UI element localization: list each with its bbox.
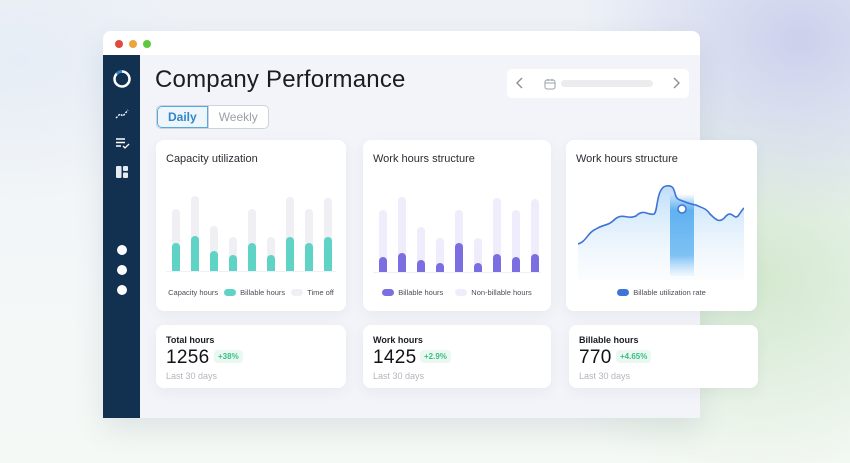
card-title: Capacity utilization <box>166 153 258 165</box>
stat-card-work-hours: Work hours 1425 +2.9% Last 30 days <box>363 325 551 388</box>
legend-billable-hours: Billable hours <box>224 288 285 297</box>
non-billable-bar <box>398 197 406 272</box>
legend-time-off: Time off <box>291 288 334 297</box>
stat-card-total-hours: Total hours 1256 +38% Last 30 days <box>156 325 346 388</box>
non-billable-bar <box>436 238 444 272</box>
lavender-swatch <box>455 289 468 296</box>
close-window-button[interactable] <box>115 40 123 48</box>
chart-legend: Capacity hours Billable hours Time off <box>156 288 346 297</box>
purple-swatch <box>382 289 395 296</box>
nav-dot-1[interactable] <box>117 245 127 255</box>
billable-bar <box>417 260 425 272</box>
stat-value: 1425 <box>373 347 417 368</box>
billable-bar <box>455 243 463 272</box>
stat-label: Total hours <box>166 335 215 345</box>
nav-dot-3[interactable] <box>117 285 127 295</box>
dashboard-icon[interactable] <box>114 164 130 180</box>
view-toggle: Daily Weekly <box>156 105 269 129</box>
stat-value: 770 <box>579 347 612 368</box>
capacity-bar <box>248 209 256 271</box>
chevron-right-icon[interactable] <box>671 77 681 89</box>
capacity-bar <box>267 237 275 271</box>
billable-bar <box>324 237 332 271</box>
billable-bar <box>191 236 199 271</box>
non-billable-bar <box>512 210 520 272</box>
billable-bar <box>512 257 520 272</box>
stat-period: Last 30 days <box>373 371 425 381</box>
non-billable-bar <box>474 238 482 272</box>
ring-logo-icon[interactable] <box>112 69 132 89</box>
work-hours-bar-chart <box>379 191 539 272</box>
chart-legend: Billable hours Non-billable hours <box>363 288 551 297</box>
capacity-bar <box>191 196 199 271</box>
non-billable-bar <box>417 227 425 272</box>
blue-swatch <box>617 289 630 296</box>
checklist-icon[interactable] <box>114 135 130 151</box>
billable-bar <box>267 255 275 271</box>
non-billable-bar <box>379 210 387 272</box>
tab-daily[interactable]: Daily <box>157 106 208 128</box>
utilization-rate-card: Work hours structure Billable utilizatio… <box>566 140 757 311</box>
card-title: Work hours structure <box>373 153 475 165</box>
capacity-bar <box>324 198 332 271</box>
capacity-bar <box>210 226 218 271</box>
calendar-icon[interactable] <box>544 78 556 90</box>
sidebar <box>103 55 140 418</box>
billable-bar <box>493 254 501 272</box>
billable-bar <box>305 243 313 271</box>
page-title: Company Performance <box>155 66 406 93</box>
chart-baseline <box>166 271 336 272</box>
billable-bar <box>436 263 444 272</box>
billable-bar <box>248 243 256 271</box>
stat-label: Billable hours <box>579 335 639 345</box>
billable-bar <box>210 251 218 271</box>
work-hours-structure-card: Work hours structure Billable hours Non-… <box>363 140 551 311</box>
billable-bar <box>398 253 406 272</box>
billable-bar <box>172 243 180 271</box>
capacity-utilization-card: Capacity utilization Capacity hours Bill… <box>156 140 346 311</box>
maximize-window-button[interactable] <box>143 40 151 48</box>
billable-bar <box>531 254 539 272</box>
highlight-point[interactable] <box>677 204 687 214</box>
stat-label: Work hours <box>373 335 423 345</box>
legend-billable-hours: Billable hours <box>382 288 443 297</box>
billable-bar <box>379 257 387 272</box>
capacity-bar <box>286 197 294 271</box>
non-billable-bar <box>455 210 463 272</box>
capacity-bar <box>305 209 313 271</box>
chart-legend: Billable utilization rate <box>566 288 757 297</box>
billable-bar <box>474 263 482 272</box>
non-billable-bar <box>531 199 539 272</box>
capacity-bar-chart <box>172 190 332 271</box>
change-badge: +38% <box>214 350 243 363</box>
legend-capacity-hours: Capacity hours <box>168 288 219 297</box>
teal-swatch <box>224 289 237 296</box>
capacity-bar <box>229 237 237 271</box>
stat-value: 1256 <box>166 347 210 368</box>
change-badge: +4.65% <box>616 350 652 363</box>
stat-period: Last 30 days <box>166 371 218 381</box>
legend-non-billable-hours: Non-billable hours <box>455 288 532 297</box>
legend-billable-utilization-rate: Billable utilization rate <box>617 288 706 297</box>
chart-baseline <box>373 272 541 273</box>
title-bar <box>103 31 700 55</box>
utilization-area-chart <box>578 185 744 280</box>
stat-period: Last 30 days <box>579 371 631 381</box>
minimize-window-button[interactable] <box>129 40 137 48</box>
trend-icon[interactable] <box>114 106 130 122</box>
card-title: Work hours structure <box>576 153 678 165</box>
billable-bar <box>286 237 294 271</box>
date-navigator <box>507 69 689 98</box>
date-range-field[interactable] <box>561 80 653 87</box>
stat-card-billable-hours: Billable hours 770 +4.65% Last 30 days <box>569 325 758 388</box>
chevron-left-icon[interactable] <box>515 77 525 89</box>
gray-swatch <box>291 289 304 296</box>
change-badge: +2.9% <box>420 350 451 363</box>
capacity-bar <box>172 209 180 271</box>
billable-bar <box>229 255 237 271</box>
tab-weekly[interactable]: Weekly <box>207 106 268 128</box>
nav-dot-2[interactable] <box>117 265 127 275</box>
non-billable-bar <box>493 198 501 272</box>
